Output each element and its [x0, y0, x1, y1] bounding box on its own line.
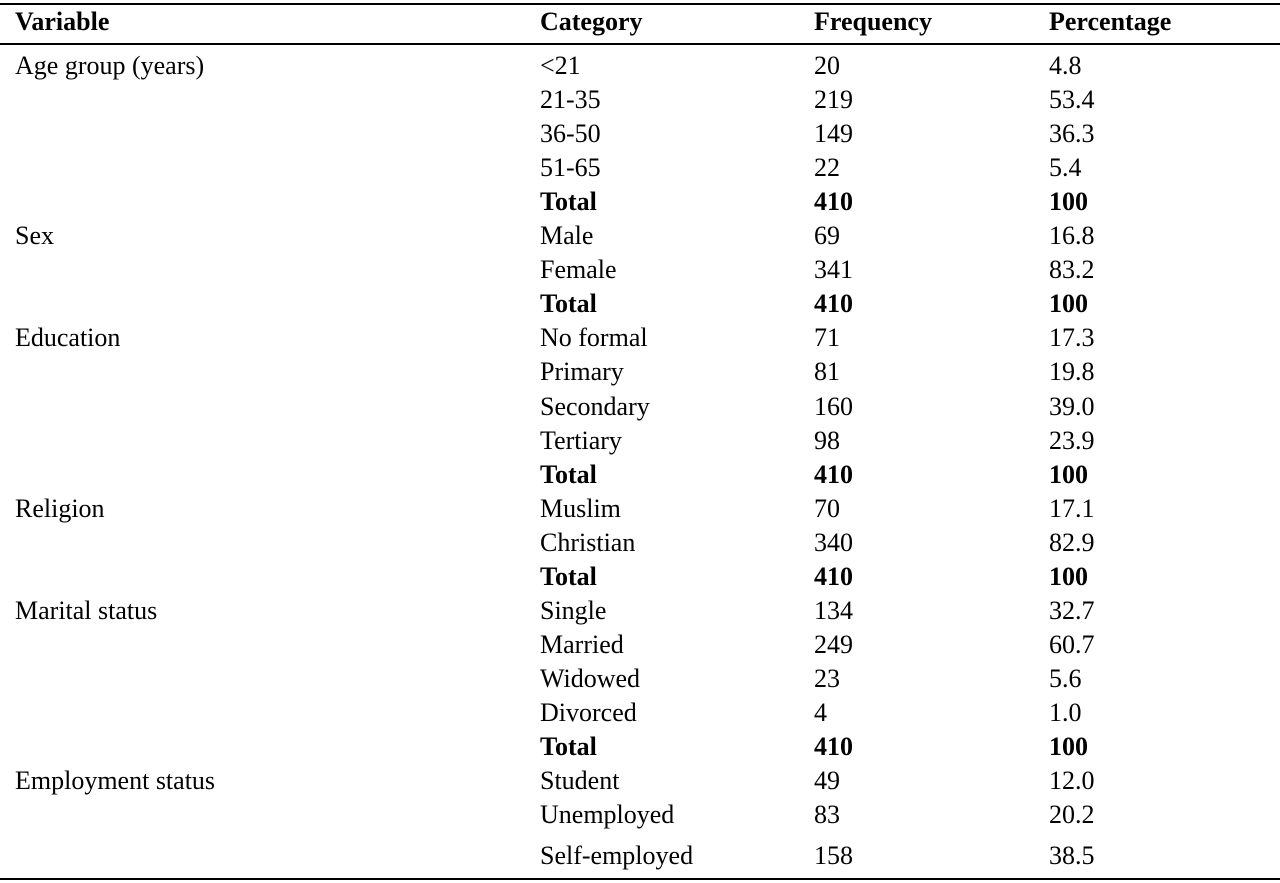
cell-percentage: 19.8: [1049, 357, 1095, 387]
cell-percentage: 17.3: [1049, 323, 1095, 353]
cell-category: Tertiary: [540, 425, 622, 455]
cell-category: Total: [540, 187, 597, 217]
cell-percentage: 5.4: [1049, 153, 1082, 183]
cell-frequency: 134: [814, 595, 853, 625]
cell-percentage: 60.7: [1049, 629, 1095, 659]
cell-category: Unemployed: [540, 800, 675, 830]
cell-frequency: 410: [814, 561, 853, 591]
cell-frequency: 4: [814, 697, 827, 727]
cell-category: Total: [540, 732, 597, 761]
cell-frequency: 22: [814, 153, 840, 183]
cell-category: 21-35: [540, 85, 601, 114]
cell-frequency: 20: [814, 51, 840, 80]
cell-category: Primary: [540, 357, 624, 387]
cell-percentage: 100: [1049, 561, 1088, 591]
header-bottom-rule: [0, 43, 1280, 45]
cell-category: Male: [540, 221, 594, 251]
cell-frequency: 149: [814, 119, 853, 149]
cell-frequency: 340: [814, 527, 853, 557]
cell-category: Married: [540, 629, 624, 659]
cell-category: Divorced: [540, 697, 637, 727]
cell-frequency: 410: [814, 459, 853, 489]
cell-category: Total: [540, 289, 597, 319]
cell-percentage: 53.4: [1049, 85, 1095, 114]
cell-frequency: 158: [814, 841, 853, 871]
cell-percentage: 83.2: [1049, 255, 1095, 285]
cell-frequency: 23: [814, 663, 840, 693]
cell-variable: Sex: [15, 221, 54, 251]
cell-category: Christian: [540, 527, 636, 557]
cell-category: Muslim: [540, 493, 621, 523]
cell-category: Total: [540, 561, 597, 591]
header-frequency: Frequency: [814, 7, 932, 36]
cell-frequency: 98: [814, 425, 840, 455]
cell-category: Female: [540, 255, 617, 285]
cell-percentage: 38.5: [1049, 841, 1095, 871]
cell-variable: Employment status: [15, 766, 216, 795]
cell-percentage: 12.0: [1049, 766, 1095, 795]
cell-category: Secondary: [540, 391, 650, 421]
cell-frequency: 410: [814, 187, 853, 217]
cell-percentage: 1.0: [1049, 697, 1082, 727]
cell-percentage: 5.6: [1049, 663, 1082, 693]
cell-percentage: 20.2: [1049, 800, 1095, 830]
cell-category: <21: [540, 51, 581, 80]
cell-percentage: 32.7: [1049, 595, 1095, 625]
cell-category: Student: [540, 766, 620, 795]
cell-frequency: 81: [814, 357, 840, 387]
cell-frequency: 341: [814, 255, 853, 285]
cell-frequency: 49: [814, 766, 840, 795]
cell-category: Total: [540, 459, 597, 489]
cell-variable: Age group (years): [15, 51, 205, 80]
cell-percentage: 17.1: [1049, 493, 1095, 523]
cell-category: Widowed: [540, 663, 641, 693]
cell-frequency: 83: [814, 800, 840, 830]
cell-category: 51-65: [540, 153, 601, 183]
cell-percentage: 82.9: [1049, 527, 1095, 557]
table-top-rule: [0, 3, 1280, 5]
cell-category: Single: [540, 595, 607, 625]
cell-category: Self-employed: [540, 841, 694, 871]
header-category: Category: [540, 7, 643, 36]
header-variable: Variable: [15, 7, 110, 36]
cell-percentage: 100: [1049, 459, 1088, 489]
cell-variable: Marital status: [15, 595, 158, 625]
cell-percentage: 100: [1049, 187, 1088, 217]
cell-frequency: 69: [814, 221, 840, 251]
cell-category: 36-50: [540, 119, 601, 149]
header-percentage: Percentage: [1049, 7, 1172, 36]
cell-frequency: 410: [814, 289, 853, 319]
cell-category: No formal: [540, 323, 648, 353]
cell-frequency: 249: [814, 629, 853, 659]
cell-percentage: 23.9: [1049, 425, 1095, 455]
table-bottom-rule: [0, 878, 1280, 880]
cell-percentage: 36.3: [1049, 119, 1095, 149]
cell-frequency: 160: [814, 391, 853, 421]
cell-frequency: 70: [814, 493, 840, 523]
cell-percentage: 16.8: [1049, 221, 1095, 251]
cell-percentage: 100: [1049, 289, 1088, 319]
cell-variable: Religion: [15, 493, 105, 523]
cell-variable: Education: [15, 323, 121, 353]
cell-percentage: 100: [1049, 732, 1088, 761]
cell-percentage: 39.0: [1049, 391, 1095, 421]
cell-percentage: 4.8: [1049, 51, 1082, 80]
cell-frequency: 219: [814, 85, 853, 114]
cell-frequency: 71: [814, 323, 840, 353]
cell-frequency: 410: [814, 732, 853, 761]
